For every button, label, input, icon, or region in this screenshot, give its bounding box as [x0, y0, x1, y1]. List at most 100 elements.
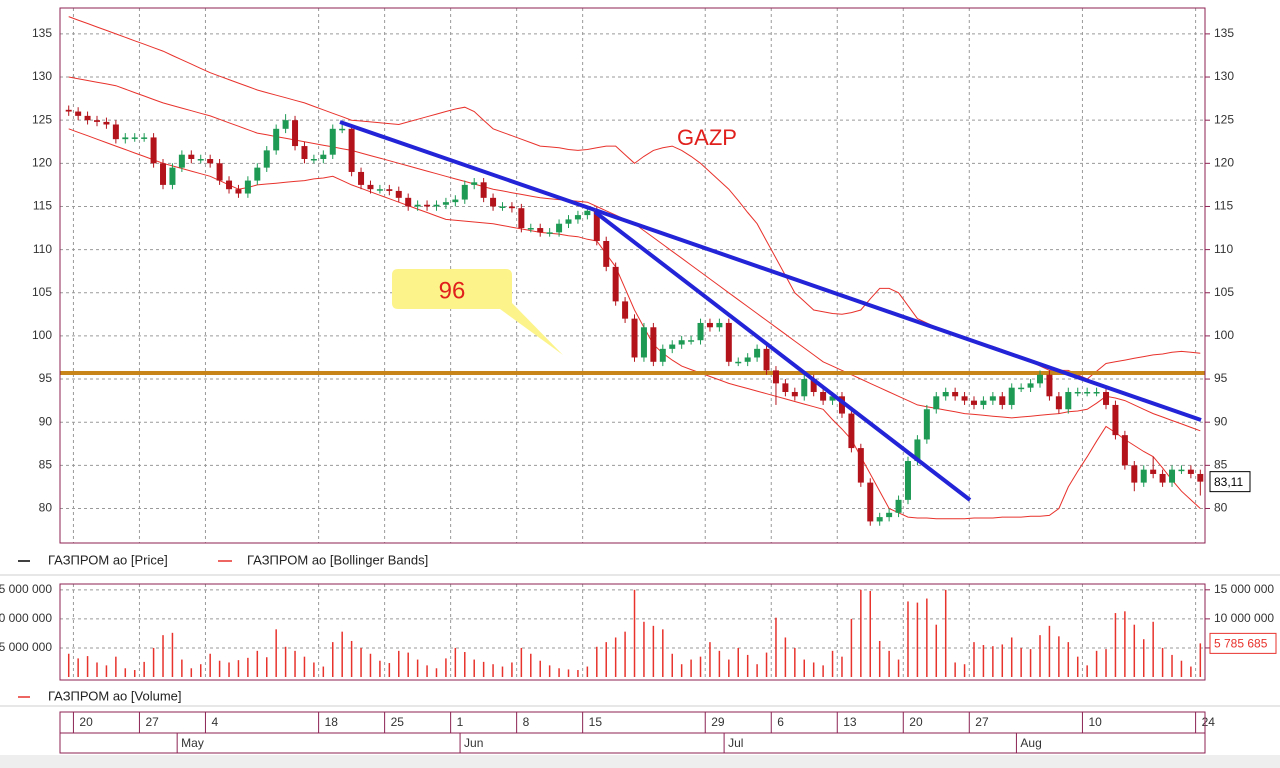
candle-body [556, 223, 563, 233]
candle-body [744, 357, 751, 362]
trend-line[interactable] [593, 210, 972, 502]
candle-body [122, 137, 129, 140]
candle-body [169, 167, 176, 185]
candle-body [791, 391, 798, 397]
month-label: Jun [464, 736, 483, 750]
candle-body [84, 115, 91, 121]
candle-body [405, 197, 412, 207]
candle-body [914, 439, 921, 462]
candle-body [574, 215, 581, 220]
candle-body [650, 327, 657, 362]
last-value-box [1209, 471, 1251, 493]
candle-body [659, 348, 666, 362]
candle-body [1027, 383, 1034, 388]
x-tick-label: 8 [523, 715, 530, 729]
last-value-label: 5 785 685 [1214, 637, 1268, 651]
candle-body [933, 396, 940, 410]
candle-body [1131, 465, 1138, 483]
candle-body [273, 128, 280, 151]
candle-body [1065, 391, 1072, 410]
candle-body [1074, 391, 1081, 394]
volume-panel-frame [59, 583, 1206, 681]
candle-body [197, 159, 204, 161]
y-tick-label: 110 [1214, 242, 1233, 256]
candle-body [678, 340, 685, 345]
candle-body [640, 327, 647, 358]
candle-body [848, 413, 855, 449]
bollinger-lower [68, 128, 1201, 520]
candle-body [131, 137, 138, 139]
x-tick-label: 20 [79, 715, 93, 729]
candle-body [546, 232, 553, 234]
candle-body [1150, 469, 1157, 474]
candle-body [235, 189, 242, 194]
candle-body [725, 322, 732, 362]
candle-body [697, 322, 704, 341]
candle-body [980, 400, 987, 405]
trend-line[interactable] [594, 208, 1202, 422]
candle-body [537, 228, 544, 233]
candle-body [65, 109, 72, 112]
candle-body [763, 348, 770, 371]
candle-body [810, 379, 817, 392]
candle-body [75, 111, 82, 116]
x-tick-label: 4 [211, 715, 218, 729]
candle-body [1037, 374, 1044, 384]
candle-body [508, 206, 515, 209]
drawing-tools: 96 GAZP [339, 120, 1202, 502]
callout-box[interactable] [392, 269, 563, 355]
callout-text: 96 [439, 277, 466, 304]
y-tick-label: 80 [39, 501, 53, 515]
trend-line[interactable] [339, 120, 596, 212]
month-label: Aug [1020, 736, 1041, 750]
price-panel-frame [59, 7, 1206, 544]
candle-body [188, 154, 195, 160]
candle-body [923, 409, 930, 440]
y-tick-label: 110 [33, 242, 52, 256]
candle-body [876, 517, 883, 522]
candle-body [1159, 473, 1166, 483]
y-tick-label: 125 [32, 112, 52, 126]
candle-body [801, 379, 808, 397]
candle-body [1084, 391, 1091, 394]
candle-body [310, 159, 317, 161]
x-tick-label: 29 [711, 715, 725, 729]
candle-body [518, 208, 525, 229]
y-tick-label: 120 [1214, 155, 1234, 169]
candle-body [452, 199, 459, 203]
candle-body [829, 396, 836, 401]
legend-label[interactable]: ГАЗПРОМ ао [Price] [48, 552, 168, 567]
candle-body [1140, 469, 1147, 483]
y-tick-label: 115 [1214, 199, 1233, 213]
candle-body [339, 128, 346, 131]
candle-body [1093, 391, 1100, 394]
y-tick-label: 5 000 000 [0, 640, 52, 654]
candle-body [94, 120, 101, 122]
candle-body [593, 210, 600, 241]
candle-body [1008, 387, 1015, 405]
chart-title: GAZP [677, 125, 737, 150]
candle-body [970, 400, 977, 405]
y-tick-label: 80 [1214, 501, 1228, 515]
candle-body [433, 204, 440, 207]
month-label: Jul [728, 736, 743, 750]
y-tick-label: 85 [1214, 458, 1228, 472]
candle-body [706, 322, 713, 328]
candle-body [376, 189, 383, 191]
x-tick-label: 24 [1202, 715, 1216, 729]
y-tick-label: 130 [1214, 69, 1234, 83]
y-tick-label: 125 [1214, 112, 1234, 126]
candle-body [895, 499, 902, 513]
candle-body [207, 159, 214, 164]
y-tick-label: 100 [1214, 328, 1234, 342]
candle-body [1197, 473, 1204, 482]
candle-body [1187, 469, 1194, 474]
candle-body [178, 154, 185, 168]
candle-body [772, 370, 779, 384]
legend-label[interactable]: ГАЗПРОМ ао [Volume] [48, 688, 182, 703]
candle-body [442, 202, 449, 205]
legend-label[interactable]: ГАЗПРОМ ао [Bollinger Bands] [247, 552, 428, 567]
month-label: May [181, 736, 204, 750]
candle-body [244, 180, 251, 194]
